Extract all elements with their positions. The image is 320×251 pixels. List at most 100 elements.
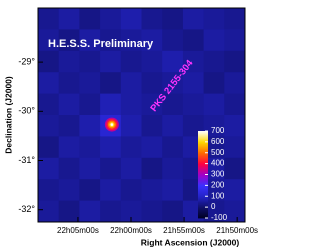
- cell: [120, 157, 142, 180]
- cell: [203, 8, 225, 30]
- colorbar-tick-label: -100: [211, 213, 228, 222]
- cell: [224, 50, 246, 73]
- y-tick-label: -29°: [18, 56, 35, 66]
- cell: [203, 157, 225, 180]
- colorbar-step: [198, 165, 208, 168]
- cell: [203, 179, 225, 202]
- cell: [141, 200, 163, 223]
- cell: [162, 136, 184, 159]
- chart: H.E.S.S. Preliminary PKS 2155-304 Declin…: [3, 7, 258, 247]
- colorbar-step: [198, 204, 208, 207]
- colorbar-step: [198, 199, 208, 201]
- y-tick-label: -31°: [18, 155, 35, 165]
- colorbar-step: [198, 173, 208, 175]
- cell: [58, 8, 80, 30]
- colorbar-step: [198, 159, 208, 161]
- cell: [58, 115, 80, 137]
- cell: [162, 115, 184, 137]
- cell: [162, 72, 184, 95]
- cell: [120, 179, 142, 202]
- colorbar-step: [198, 202, 208, 205]
- cell: [120, 93, 142, 116]
- cell: [58, 29, 80, 52]
- cell: [38, 72, 60, 95]
- colorbar-step: [198, 213, 208, 216]
- colorbar-step: [198, 172, 208, 174]
- cell: [162, 50, 184, 73]
- cell: [120, 72, 142, 95]
- colorbar-step: [198, 197, 208, 199]
- colorbar-step: [198, 209, 208, 211]
- cell: [79, 136, 101, 159]
- colorbar-step: [198, 187, 208, 190]
- colorbar-step: [198, 207, 208, 209]
- cell: [100, 157, 122, 180]
- cell: [141, 29, 163, 52]
- colorbar-step: [198, 195, 208, 197]
- colorbar-step: [198, 156, 208, 158]
- cell: [58, 157, 80, 180]
- colorbar-tick-label: 200: [211, 180, 225, 189]
- cell: [203, 50, 225, 73]
- colorbar-step: [198, 152, 208, 155]
- cell: [120, 8, 142, 30]
- colorbar-step: [198, 149, 208, 151]
- chart-title: H.E.S.S. Preliminary: [48, 38, 154, 50]
- colorbar-step: [198, 144, 208, 146]
- cell: [100, 50, 122, 73]
- cell: [162, 179, 184, 202]
- plot-frame: [37, 7, 246, 223]
- colorbar-step: [198, 140, 208, 143]
- cell: [224, 8, 246, 30]
- colorbar-step: [198, 208, 208, 210]
- cell: [100, 93, 122, 116]
- cell: [141, 50, 163, 73]
- colorbar-step: [198, 134, 208, 136]
- cell: [100, 136, 122, 159]
- cell: [38, 93, 60, 116]
- colorbar-step: [198, 158, 208, 160]
- x-tick-label: 22h05m00s: [57, 226, 99, 235]
- colorbar-step: [198, 200, 208, 203]
- y-tick-label: -30°: [18, 106, 35, 116]
- cell: [38, 200, 60, 223]
- cell: [141, 72, 163, 95]
- colorbar-tick-label: 600: [211, 137, 225, 146]
- cell: [79, 115, 101, 137]
- colorbar-step: [198, 146, 208, 148]
- cell: [203, 29, 225, 52]
- colorbar-tick-label: 0: [211, 202, 216, 211]
- cell: [162, 157, 184, 180]
- cell: [79, 157, 101, 180]
- cell: [141, 115, 163, 137]
- colorbar-step: [198, 147, 208, 149]
- cell: [182, 72, 205, 95]
- colorbar-step: [198, 170, 208, 172]
- colorbar-tick-label: 700: [211, 126, 225, 135]
- colorbar-step: [198, 194, 208, 196]
- source: [110, 123, 114, 126]
- colorbar-step: [198, 145, 208, 147]
- cell: [162, 200, 184, 223]
- cell: [38, 136, 60, 159]
- cell: [79, 93, 101, 116]
- cell: [182, 8, 205, 30]
- cell: [38, 115, 60, 137]
- x-tick-label: 21h50m00s: [216, 226, 258, 235]
- cell: [38, 157, 60, 180]
- colorbar-step: [198, 177, 208, 180]
- cell: [79, 8, 101, 30]
- colorbar-step: [198, 161, 208, 163]
- cell: [141, 136, 163, 159]
- colorbar-step: [198, 150, 208, 153]
- colorbar-step: [198, 184, 208, 186]
- cell: [224, 179, 246, 202]
- cell: [203, 93, 225, 116]
- colorbar-step: [198, 160, 208, 162]
- colorbar-step: [198, 191, 208, 194]
- cell: [120, 29, 142, 52]
- colorbar-step: [198, 166, 208, 169]
- x-axis-title: Right Ascension (J2000): [141, 237, 240, 247]
- y-axis-title: Declination (J2000): [3, 76, 13, 154]
- colorbar-step: [198, 186, 208, 188]
